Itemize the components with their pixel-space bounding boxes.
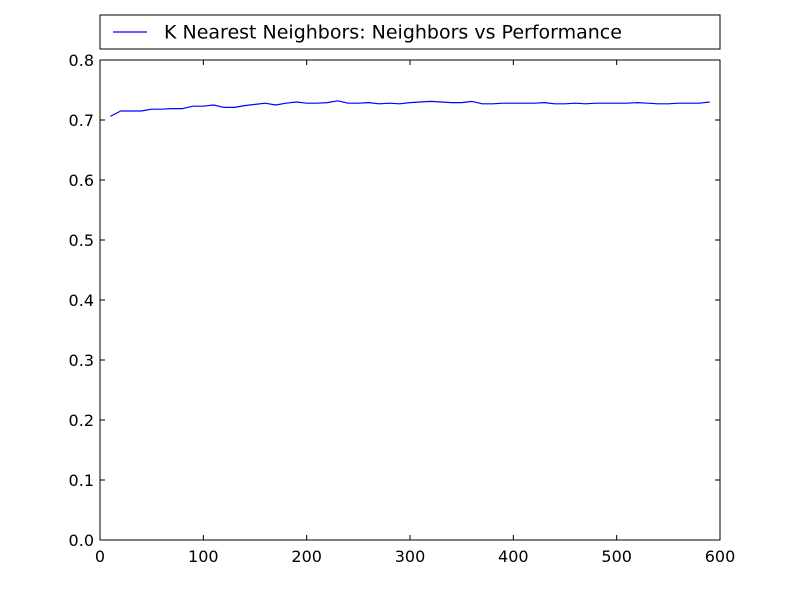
data-point [461, 102, 462, 103]
data-point [420, 101, 421, 102]
data-point [327, 102, 328, 103]
x-tick-label: 0 [95, 547, 105, 566]
data-point [254, 104, 255, 105]
data-point [213, 104, 214, 105]
data-point [244, 105, 245, 106]
data-point [130, 110, 131, 111]
x-tick-label: 200 [291, 547, 322, 566]
x-axis: 0 100 200 300 400 500 600 [95, 60, 735, 566]
data-point [513, 103, 514, 104]
x-tick-label: 300 [395, 547, 426, 566]
data-point [358, 103, 359, 104]
plot-area [99, 59, 721, 541]
data-point [533, 103, 534, 104]
y-tick-label: 0.1 [69, 471, 94, 490]
data-point [151, 109, 152, 110]
data-point [275, 104, 276, 105]
y-tick-label: 0.6 [69, 171, 94, 190]
data-point [678, 103, 679, 104]
y-axis: 0.0 0.1 0.2 0.3 0.4 0.5 0.6 0.7 0.8 [69, 51, 720, 550]
data-point [430, 101, 431, 102]
data-point [471, 101, 472, 102]
data-point [368, 102, 369, 103]
y-tick-label: 0.8 [69, 51, 94, 70]
data-point [699, 103, 700, 104]
data-point [482, 103, 483, 104]
data-point [306, 103, 307, 104]
data-point [316, 103, 317, 104]
data-point [223, 107, 224, 108]
data-point [626, 103, 627, 104]
data-point [192, 106, 193, 107]
data-point [554, 103, 555, 104]
data-point [492, 103, 493, 104]
legend-frame [99, 14, 721, 50]
y-tick-label: 0.5 [69, 231, 94, 250]
data-point [564, 103, 565, 104]
legend-label: K Nearest Neighbors: Neighbors vs Perfor… [164, 22, 622, 44]
data-point [110, 116, 111, 117]
data-point [399, 103, 400, 104]
data-point [616, 103, 617, 104]
data-point [120, 110, 121, 111]
data-point [141, 110, 142, 111]
data-point [285, 103, 286, 104]
data-point [451, 102, 452, 103]
data-point [709, 101, 710, 102]
data-point [637, 102, 638, 103]
data-point [688, 103, 689, 104]
series-line [110, 100, 710, 117]
data-point [265, 103, 266, 104]
data-point [203, 106, 204, 107]
data-point [606, 103, 607, 104]
x-tick-label: 100 [188, 547, 219, 566]
data-point [161, 109, 162, 110]
data-point [657, 103, 658, 104]
data-point [182, 108, 183, 109]
data-point [347, 103, 348, 104]
data-point [595, 103, 596, 104]
data-point [523, 103, 524, 104]
x-tick-label: 600 [705, 547, 736, 566]
data-point [544, 102, 545, 103]
y-tick-label: 0.4 [69, 291, 94, 310]
data-point [502, 103, 503, 104]
data-point [585, 103, 586, 104]
x-tick-label: 400 [498, 547, 529, 566]
data-point [378, 103, 379, 104]
data-point [668, 103, 669, 104]
x-tick-label: 500 [601, 547, 632, 566]
data-point [389, 103, 390, 104]
y-tick-label: 0.7 [69, 111, 94, 130]
data-point [575, 103, 576, 104]
y-tick-label: 0.0 [69, 531, 94, 550]
data-point [440, 101, 441, 102]
data-point [172, 108, 173, 109]
data-point [296, 101, 297, 102]
data-point [409, 102, 410, 103]
data-point [337, 100, 338, 101]
legend: K Nearest Neighbors: Neighbors vs Perfor… [99, 14, 721, 50]
data-point [647, 103, 648, 104]
y-tick-label: 0.3 [69, 351, 94, 370]
data-point [234, 107, 235, 108]
y-tick-label: 0.2 [69, 411, 94, 430]
